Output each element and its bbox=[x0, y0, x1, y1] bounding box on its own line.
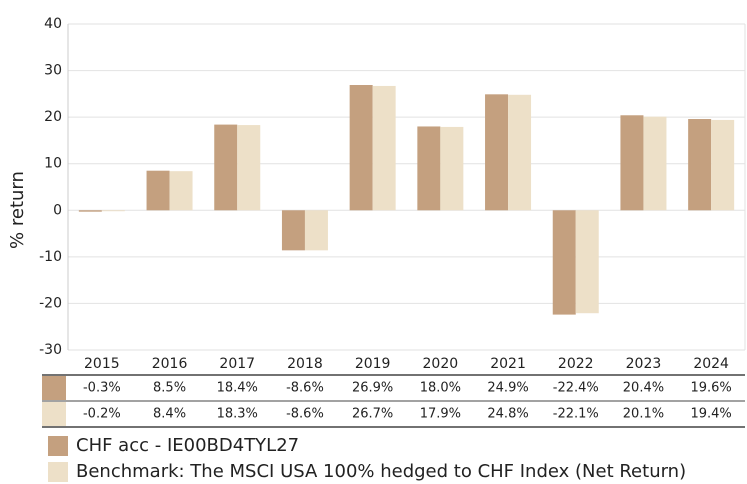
x-tick-label: 2024 bbox=[693, 356, 729, 372]
y-tick-label: 10 bbox=[44, 156, 62, 172]
y-tick-label: 20 bbox=[44, 109, 62, 125]
bar bbox=[349, 85, 373, 211]
y-tick-label: -30 bbox=[39, 342, 62, 358]
x-tick-label: 2019 bbox=[355, 356, 391, 372]
bar bbox=[440, 126, 464, 211]
legend-label: CHF acc - IE00BD4TYL27 bbox=[76, 435, 299, 456]
y-tick-label: 0 bbox=[53, 202, 62, 218]
bar bbox=[575, 210, 599, 314]
y-tick-label: 30 bbox=[44, 63, 62, 79]
bar bbox=[237, 125, 261, 211]
table-cell: 8.5% bbox=[153, 381, 186, 396]
y-tick-label: -10 bbox=[39, 249, 62, 265]
bar bbox=[372, 85, 396, 211]
bar bbox=[620, 115, 644, 211]
table-cell: 20.1% bbox=[623, 407, 664, 422]
legend-label: Benchmark: The MSCI USA 100% hedged to C… bbox=[76, 461, 686, 482]
table-cell: 24.8% bbox=[487, 407, 528, 422]
table-cell: 20.4% bbox=[623, 381, 664, 396]
table-swatch bbox=[42, 376, 66, 400]
bar bbox=[688, 119, 712, 211]
y-tick-label: 40 bbox=[44, 16, 62, 32]
table-cell: 19.6% bbox=[690, 381, 731, 396]
bar bbox=[417, 126, 441, 211]
x-tick-label: 2016 bbox=[152, 356, 188, 372]
bar bbox=[711, 119, 735, 211]
table-cell: 19.4% bbox=[690, 407, 731, 422]
bar bbox=[485, 94, 509, 211]
table-cell: 18.3% bbox=[217, 407, 258, 422]
table-cell: -22.1% bbox=[553, 407, 599, 422]
bar bbox=[78, 210, 102, 212]
bar bbox=[214, 124, 238, 211]
table-cell: 18.4% bbox=[217, 381, 258, 396]
y-tick-label: -20 bbox=[39, 295, 62, 311]
bar bbox=[169, 171, 193, 211]
x-tick-label: 2020 bbox=[423, 356, 459, 372]
bar bbox=[281, 210, 305, 251]
table-cell: -0.2% bbox=[83, 407, 121, 422]
bar bbox=[146, 170, 170, 211]
legend-swatch bbox=[48, 436, 68, 456]
table-cell: -8.6% bbox=[286, 381, 324, 396]
table-cell: 26.7% bbox=[352, 407, 393, 422]
x-tick-label: 2023 bbox=[626, 356, 662, 372]
bar bbox=[101, 210, 125, 212]
table-cell: -22.4% bbox=[553, 381, 599, 396]
table-cell: 8.4% bbox=[153, 407, 186, 422]
bar bbox=[552, 210, 576, 315]
x-tick-label: 2018 bbox=[287, 356, 323, 372]
legend-swatch bbox=[48, 462, 68, 482]
bar bbox=[508, 94, 532, 211]
table-cell: -8.6% bbox=[286, 407, 324, 422]
table-cell: 18.0% bbox=[420, 381, 461, 396]
table-cell: 17.9% bbox=[420, 407, 461, 422]
table-cell: 26.9% bbox=[352, 381, 393, 396]
x-tick-label: 2021 bbox=[490, 356, 526, 372]
table-cell: 24.9% bbox=[487, 381, 528, 396]
x-tick-label: 2022 bbox=[558, 356, 594, 372]
x-tick-label: 2015 bbox=[84, 356, 120, 372]
bar bbox=[304, 210, 328, 251]
table-swatch bbox=[42, 402, 66, 426]
y-axis-label: % return bbox=[7, 171, 28, 249]
bar bbox=[643, 116, 667, 211]
table-cell: -0.3% bbox=[83, 381, 121, 396]
x-tick-label: 2017 bbox=[219, 356, 255, 372]
